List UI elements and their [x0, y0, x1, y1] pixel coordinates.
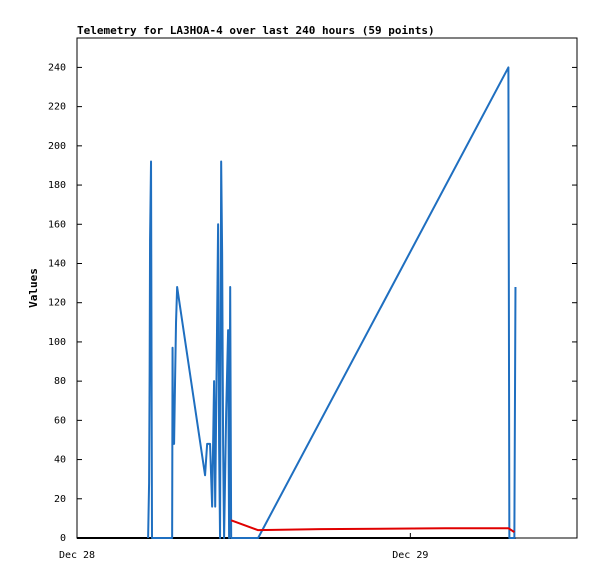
- y-tick-label: 180: [48, 180, 66, 191]
- y-tick-label: 60: [54, 415, 66, 426]
- y-tick-label: 240: [48, 62, 66, 73]
- y-tick-label: 40: [54, 455, 66, 466]
- y-tick-label: 80: [54, 376, 66, 387]
- y-tick-label: 160: [48, 219, 66, 230]
- y-tick-label: 0: [60, 533, 66, 544]
- data-line: [230, 519, 515, 533]
- x-tick-label: Dec 28: [59, 550, 95, 561]
- y-tick-label: 120: [48, 298, 66, 309]
- data-line: [147, 66, 517, 539]
- y-tick-label: 200: [48, 141, 66, 152]
- y-axis-label: Values: [27, 268, 40, 308]
- y-tick-label: 140: [48, 258, 66, 269]
- chart-title: Telemetry for LA3HOA-4 over last 240 hou…: [77, 24, 435, 37]
- x-tick-label: Dec 29: [392, 550, 428, 561]
- y-tick-label: 220: [48, 102, 66, 113]
- y-tick-label: 100: [48, 337, 66, 348]
- y-tick-label: 20: [54, 494, 66, 505]
